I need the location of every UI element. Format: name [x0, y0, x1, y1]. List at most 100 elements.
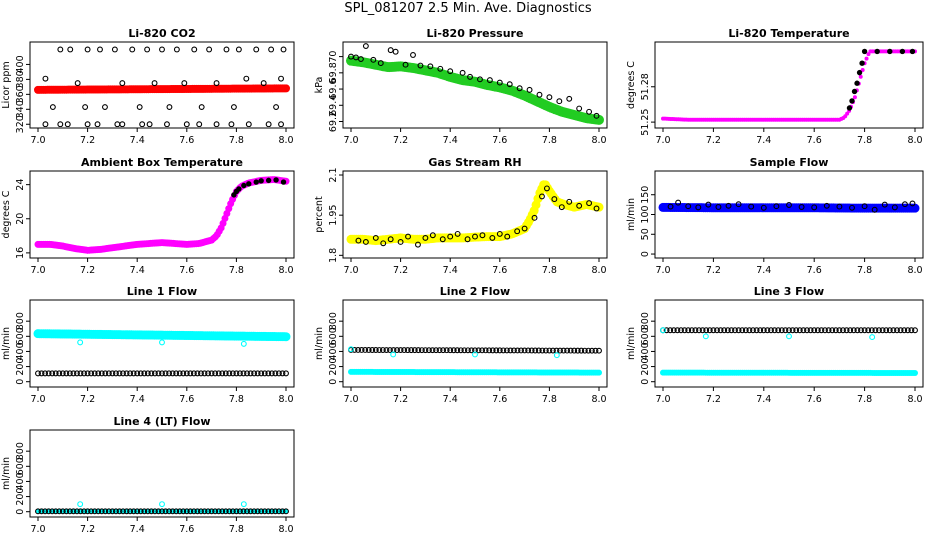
rh-ytick-label: 2.1: [328, 167, 339, 182]
line3-high-point: [674, 327, 681, 334]
co2-scan-mid-point: [166, 104, 173, 111]
pressure-plot-area: [346, 43, 604, 125]
line4-samples-point: [134, 508, 141, 515]
line2-high-point: [564, 347, 571, 354]
co2-scan-mid-point: [82, 104, 89, 111]
rh-samples-point: [593, 205, 600, 212]
line4-samples-point: [205, 508, 212, 515]
line1-low-point: [144, 370, 151, 377]
line3-high-point: [832, 327, 839, 334]
line3-high-point: [739, 327, 746, 334]
line1-low-point: [254, 370, 261, 377]
co2-ytick-label: 400: [15, 55, 26, 73]
line3-high-point: [886, 327, 893, 334]
co2-scan-high-point: [67, 46, 74, 53]
sample-flow-title: Sample Flow: [750, 156, 829, 169]
sample-flow-samples-point: [836, 203, 843, 210]
line1-low-point: [283, 370, 289, 377]
line2-flow-frame: [342, 299, 608, 388]
line1-flow-xtick-label: 7.8: [229, 394, 244, 405]
line2-high-point: [372, 347, 379, 353]
rh-ytick-label: 1.8: [328, 248, 339, 263]
licor-temp-average-point: [864, 56, 869, 61]
line4-flow-panel: Line 4 (LT) Flow ml/min 7.0 7.2 7.4 7.6 7.8 8.0…: [1, 415, 295, 535]
pressure-samples-series: [348, 43, 600, 119]
line3-high-point: [829, 327, 836, 334]
co2-frame: [29, 41, 295, 129]
sample-flow-samples-point: [901, 201, 908, 208]
line4-samples-point: [49, 508, 56, 515]
line4-samples-point: [141, 508, 148, 515]
licor-temp-xtick-label: 7.0: [655, 135, 670, 146]
rh-panel: Gas Stream RH percent 7.0 7.2 7.4 7.6 7.8 8.0 1.…: [314, 156, 608, 276]
line2-high-point: [567, 347, 574, 354]
line4-samples-point: [98, 508, 105, 515]
pressure-ytick-label: 69.6: [328, 78, 339, 99]
line2-high-point: [535, 347, 542, 354]
box-temp-average-series: [34, 176, 290, 254]
sample-flow-samples-point: [849, 204, 855, 211]
licor-temp-samples-point: [859, 60, 865, 66]
line2-high-point: [507, 347, 514, 354]
line2-high-point: [518, 347, 525, 354]
line3-high-point: [854, 327, 861, 334]
pressure-samples-point: [486, 77, 493, 84]
line4-flow-xtick-label: 7.6: [179, 524, 194, 535]
line3-high-point: [836, 327, 843, 334]
line2-high-point: [532, 347, 539, 354]
line4-samples-point: [233, 508, 240, 515]
pressure-samples-point: [556, 98, 563, 105]
line4-samples-point: [268, 508, 275, 515]
line2-high-point: [404, 347, 411, 354]
line1-low-point: [35, 370, 41, 377]
line4-flow-xtick-label: 7.2: [80, 524, 95, 535]
line2-flow-ytick-label: 600: [328, 327, 339, 345]
line1-flow-frame: [29, 299, 295, 388]
pressure-xtick-label: 7.0: [343, 135, 358, 146]
line4-samples-point: [35, 508, 41, 515]
line1-flow-xtick-label: 7.0: [30, 394, 45, 405]
line1-low-point: [45, 370, 52, 377]
rh-samples-point: [504, 233, 511, 240]
line3-high-point: [688, 327, 695, 334]
line3-high-point: [793, 327, 800, 334]
line2-high-point: [486, 347, 493, 354]
line2-high-point: [436, 347, 443, 354]
line3-high-point: [771, 327, 778, 334]
line1-low-point: [173, 370, 180, 377]
sample-flow-samples-point: [735, 201, 742, 208]
line2-high-point: [457, 347, 464, 354]
line4-flow-frame: [29, 429, 295, 518]
line4-samples-point: [56, 508, 63, 515]
co2-scan-high-point: [173, 46, 180, 53]
pressure-average-series: [346, 55, 604, 125]
line4-flow-ytick-label: 800: [15, 442, 26, 460]
line2-high-point: [514, 347, 521, 354]
pressure-samples-point: [546, 94, 553, 101]
co2-scan-mid-point: [49, 104, 56, 111]
rh-xtick-label: 7.2: [393, 265, 408, 276]
licor-temp-panel: Li-820 Temperature degrees C 7.0 7.2 7.4 7.6 7…: [626, 27, 924, 146]
line2-outliers-series: [348, 346, 560, 359]
line2-flow-xtick-label: 8.0: [591, 394, 606, 405]
line4-samples-point: [88, 508, 95, 515]
line1-low-point: [134, 370, 141, 377]
line1-low-point: [49, 370, 56, 377]
line1-low-point: [130, 370, 137, 377]
co2-scan-low-point: [114, 121, 121, 127]
line3-high-point: [721, 327, 728, 334]
line3-high-point: [879, 327, 886, 334]
line1-high-outliers-series: [77, 339, 247, 347]
licor-temp-samples-point: [887, 48, 893, 55]
line2-high-point: [379, 347, 386, 353]
sample-flow-samples-point: [685, 203, 692, 210]
sample-flow-xtick-label: 8.0: [907, 265, 922, 276]
line4-samples-point: [112, 508, 119, 515]
sample-flow-plot-area: [658, 199, 920, 213]
co2-scan-mid-point: [198, 104, 205, 111]
line2-outliers-point: [472, 351, 478, 358]
line2-high-point: [588, 347, 595, 354]
co2-ytick-label: 320: [15, 115, 26, 133]
line4-samples-point: [229, 508, 236, 515]
rh-ytick-label: 1.95: [328, 205, 339, 226]
